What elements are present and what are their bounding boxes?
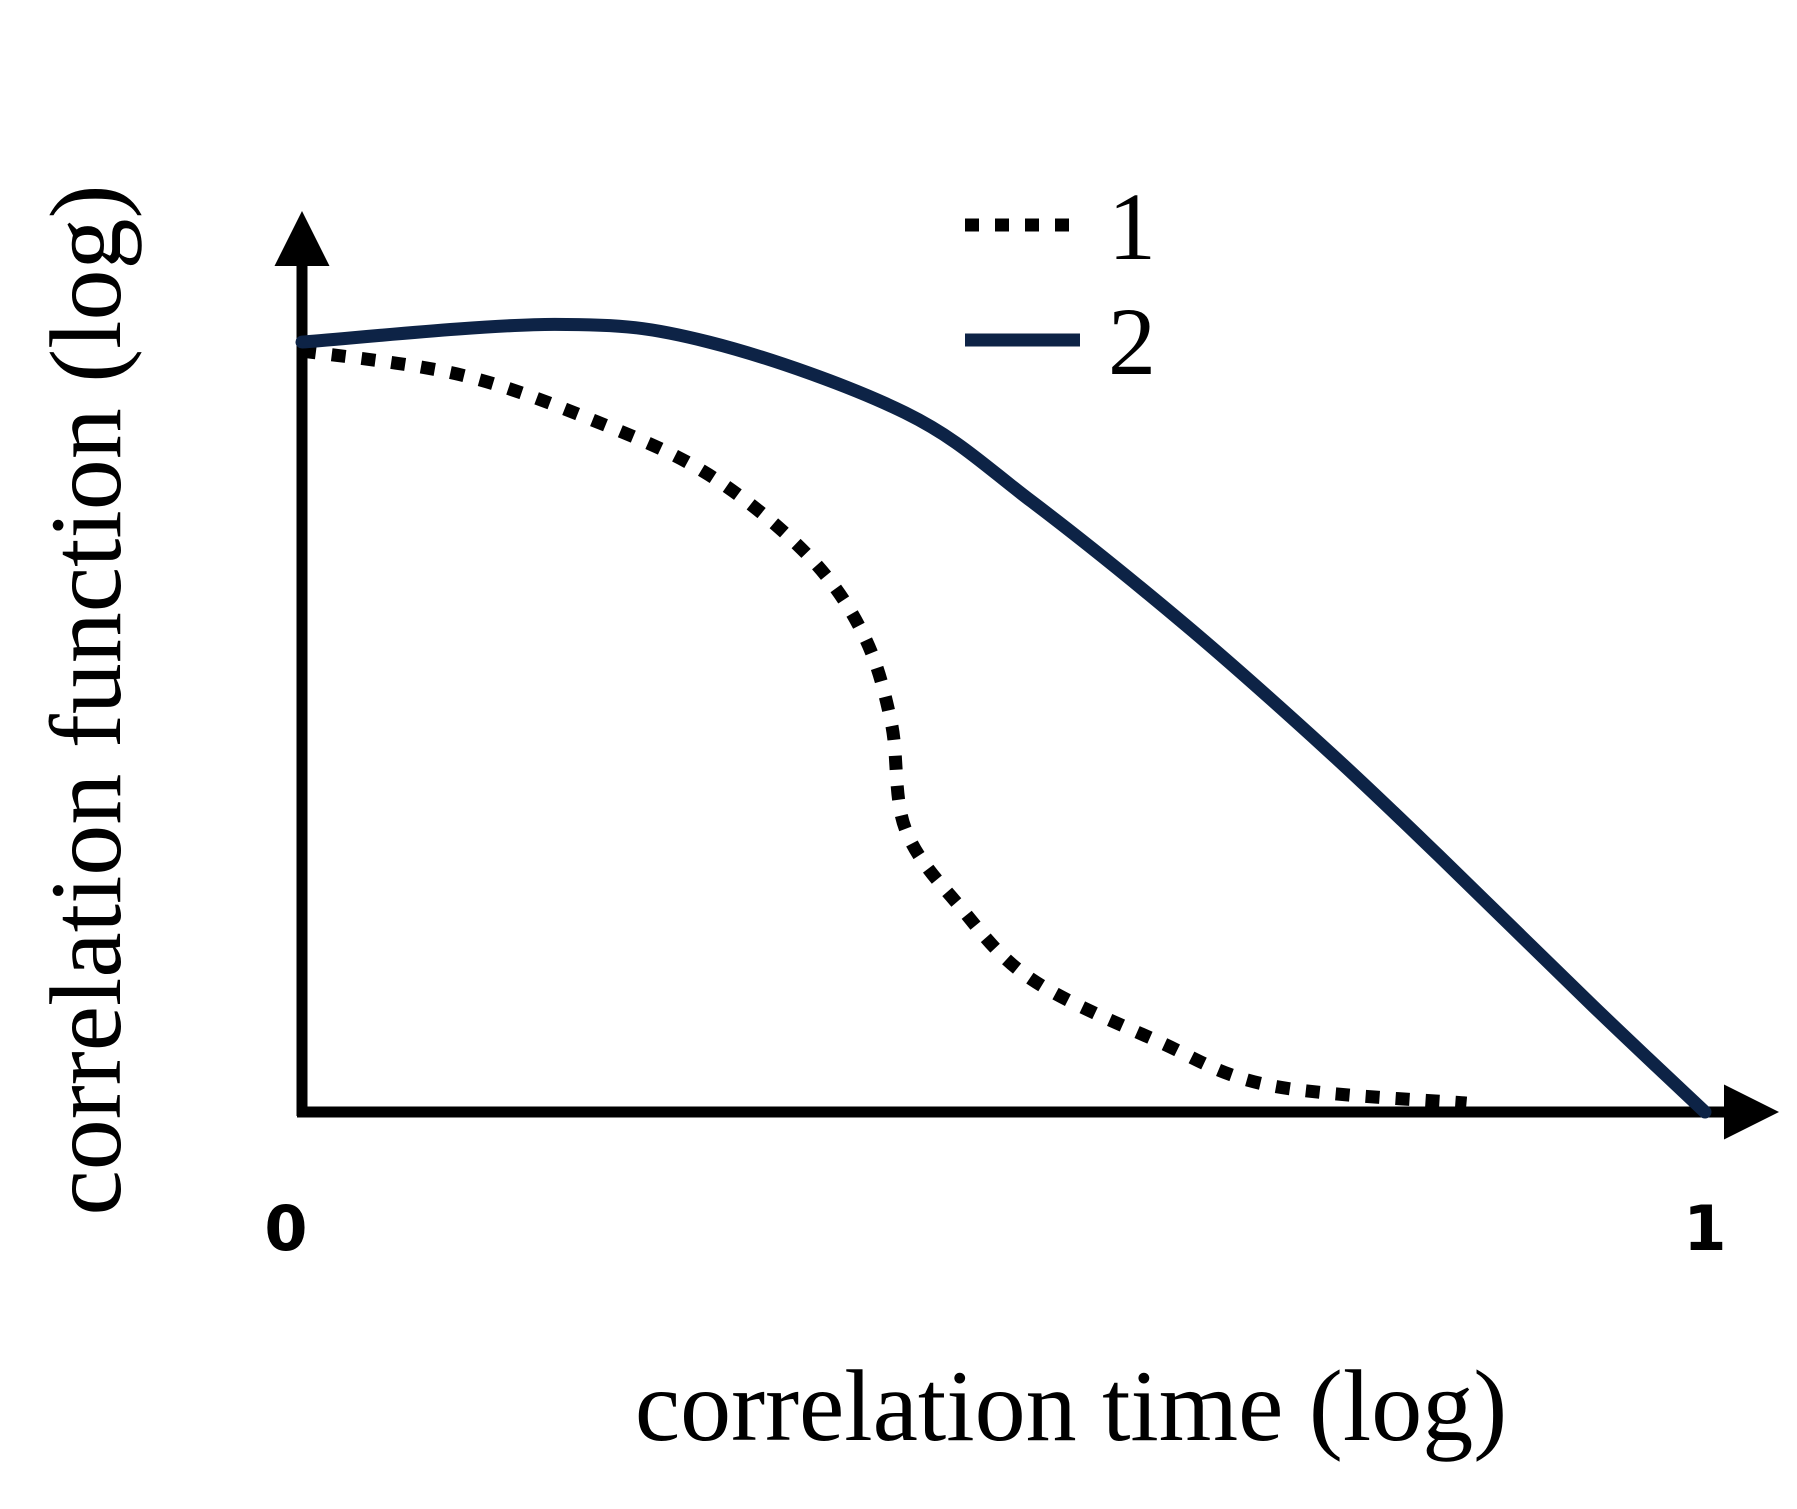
- x-axis-title: correlation time (log): [635, 1350, 1507, 1463]
- legend-label: 2: [1108, 288, 1156, 395]
- line-series: [295, 317, 1712, 1119]
- line-series: [301, 344, 1468, 1110]
- x-tick-label: 0: [264, 1192, 307, 1265]
- x-tick-label: 1: [1683, 1192, 1726, 1265]
- legend-label: 1: [1108, 173, 1156, 280]
- y-axis-title: correlation function (log): [30, 185, 143, 1216]
